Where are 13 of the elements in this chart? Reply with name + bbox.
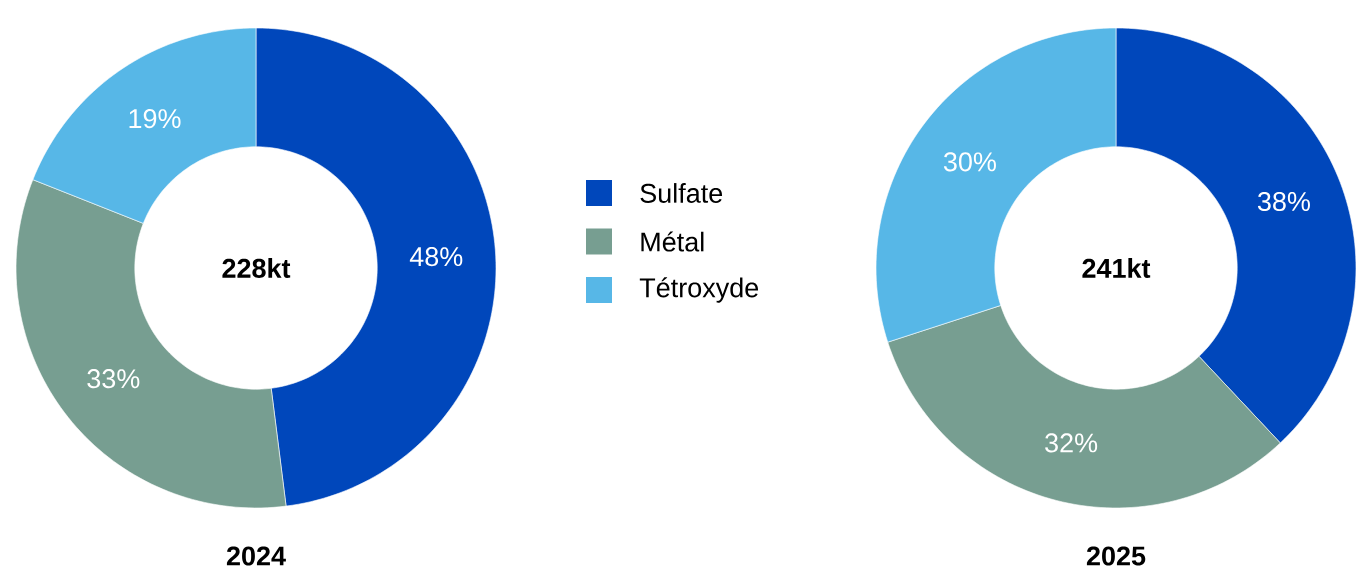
text: 2025 [1086,546,1146,566]
legend-label: Tétroxyde [639,277,759,303]
data-label: 48% [409,247,463,267]
data-label: 38% [1257,192,1310,212]
data-label: 32% [1045,433,1098,453]
text: 2024 [226,546,286,566]
data-label: 33% [87,369,140,389]
data-label: 19% [129,109,181,129]
data-label: 30% [943,152,996,172]
text: 241kt [1082,258,1151,279]
text: 228kt [222,258,291,279]
legend-label: Métal [641,231,704,252]
legend-label: Sulfate [640,183,723,204]
